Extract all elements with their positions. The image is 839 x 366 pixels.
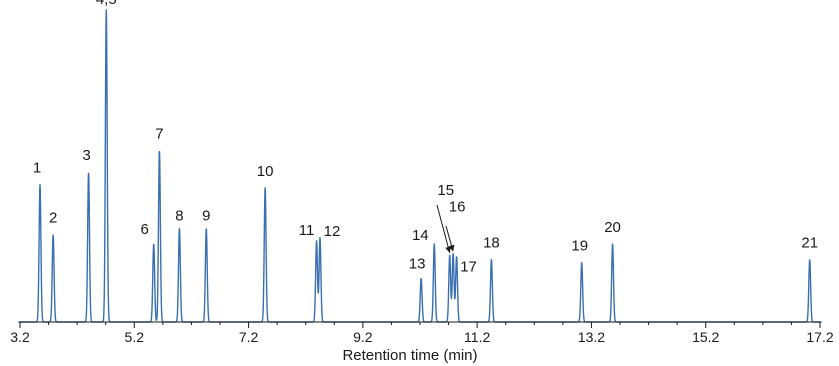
x-tick-label: 7.2	[239, 329, 259, 345]
peak-label-21: 21	[801, 235, 818, 252]
x-tick-label: 15.2	[692, 329, 719, 345]
peak-label-10: 10	[257, 163, 274, 180]
x-tick-label: 9.2	[353, 329, 373, 345]
x-axis-label: Retention time (min)	[342, 347, 477, 364]
x-tick-label: 3.2	[10, 329, 30, 345]
peak-arrows	[436, 204, 455, 254]
peak-label-11: 11	[299, 222, 315, 239]
x-tick-label: 13.2	[578, 329, 605, 345]
x-tick-label: 17.2	[806, 329, 833, 345]
peak-label-14: 14	[412, 227, 429, 244]
x-tick-label: 11.2	[464, 329, 490, 345]
peak-label-3: 3	[82, 147, 90, 164]
peak-label-9: 9	[202, 207, 210, 224]
x-axis-tick-labels: 3.2 5.2 7.2 9.2 11.2 13.2 15.2 17.2	[10, 329, 834, 345]
peak-label-4-5: 4,5	[96, 0, 117, 8]
x-axis-ticks	[19, 322, 821, 328]
x-tick-label: 5.2	[125, 329, 145, 345]
arrow-head-16	[448, 244, 455, 252]
peak-label-1: 1	[33, 160, 41, 177]
peak-label-19: 19	[571, 238, 588, 255]
peak-label-2: 2	[49, 210, 57, 227]
peak-label-17: 17	[460, 258, 477, 275]
peak-label-8: 8	[175, 207, 183, 224]
chromatogram-trace	[17, 9, 823, 323]
peak-label-20: 20	[604, 219, 621, 236]
peak-label-16: 16	[449, 198, 466, 215]
peak-label-7: 7	[155, 125, 163, 142]
peak-label-18: 18	[483, 235, 500, 252]
peak-label-15: 15	[437, 182, 454, 199]
peak-label-13: 13	[409, 255, 426, 272]
peak-label-6: 6	[141, 221, 149, 238]
arrow-line-15	[436, 204, 451, 254]
arrow-head-15	[445, 246, 452, 253]
peak-labels: 1234,56789101112131415161718192021	[33, 0, 818, 275]
peak-label-12: 12	[324, 223, 341, 240]
